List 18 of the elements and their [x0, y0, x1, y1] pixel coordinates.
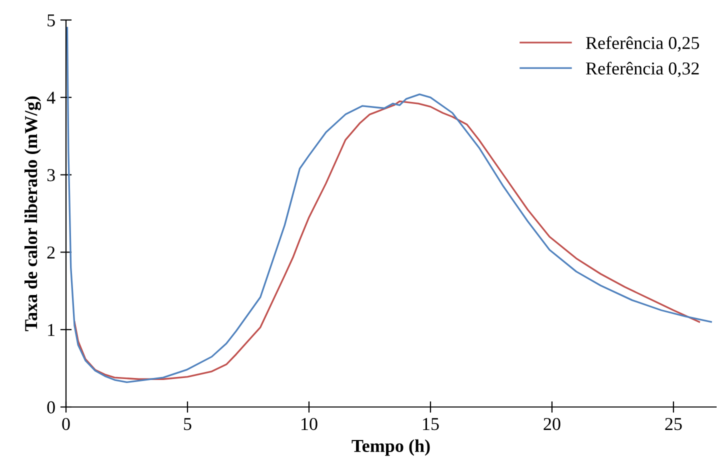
- legend-label: Referência 0,32: [586, 62, 699, 78]
- y-tick-label: 3: [47, 169, 55, 182]
- x-tick-label: 5: [184, 418, 192, 430]
- x-tick-label: 25: [665, 418, 682, 430]
- x-axis-title: Tempo (h): [352, 439, 430, 456]
- y-tick-label: 4: [46, 92, 56, 104]
- y-axis-title: Taxa de calor liberado (mW/g): [24, 96, 41, 332]
- y-tick-label: 2: [47, 246, 55, 258]
- y-tick-label: 1: [48, 324, 54, 336]
- x-tick-label: 10: [302, 418, 318, 430]
- x-tick-label: 20: [544, 418, 560, 430]
- y-tick-label: 0: [47, 401, 55, 414]
- line-series: [74, 100, 700, 380]
- x-tick-label: 0: [62, 418, 70, 430]
- line-series: [66, 26, 712, 384]
- x-tick-label: 15: [423, 418, 439, 430]
- y-tick-label: 5: [48, 14, 55, 26]
- legend-label: Referência 0,25: [586, 36, 700, 52]
